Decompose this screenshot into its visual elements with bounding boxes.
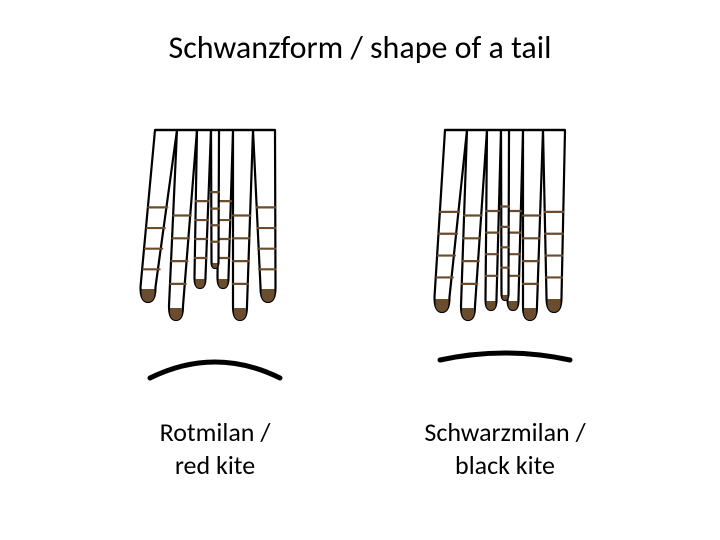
panel-label-de: Rotmilan / <box>160 416 271 449</box>
panel-label-red-kite: Rotmilan / red kite <box>160 416 271 481</box>
fork-arc-red-kite <box>130 338 300 388</box>
panel-label-en: black kite <box>424 449 585 482</box>
page: Schwanzform / shape of a tail <box>0 0 720 540</box>
panel-label-de: Schwarzmilan / <box>424 416 585 449</box>
panel-label-en: red kite <box>160 449 271 482</box>
panel-label-black-kite: Schwarzmilan / black kite <box>424 416 585 481</box>
tail-illustration-black-kite <box>420 120 590 330</box>
panel-black-kite: Schwarzmilan / black kite <box>420 120 590 481</box>
page-title: Schwanzform / shape of a tail <box>0 28 720 67</box>
fork-arc-black-kite <box>420 338 590 388</box>
panel-red-kite: Rotmilan / red kite <box>130 120 300 481</box>
panels-row: Rotmilan / red kite <box>0 120 720 481</box>
tail-illustration-red-kite <box>130 120 300 330</box>
